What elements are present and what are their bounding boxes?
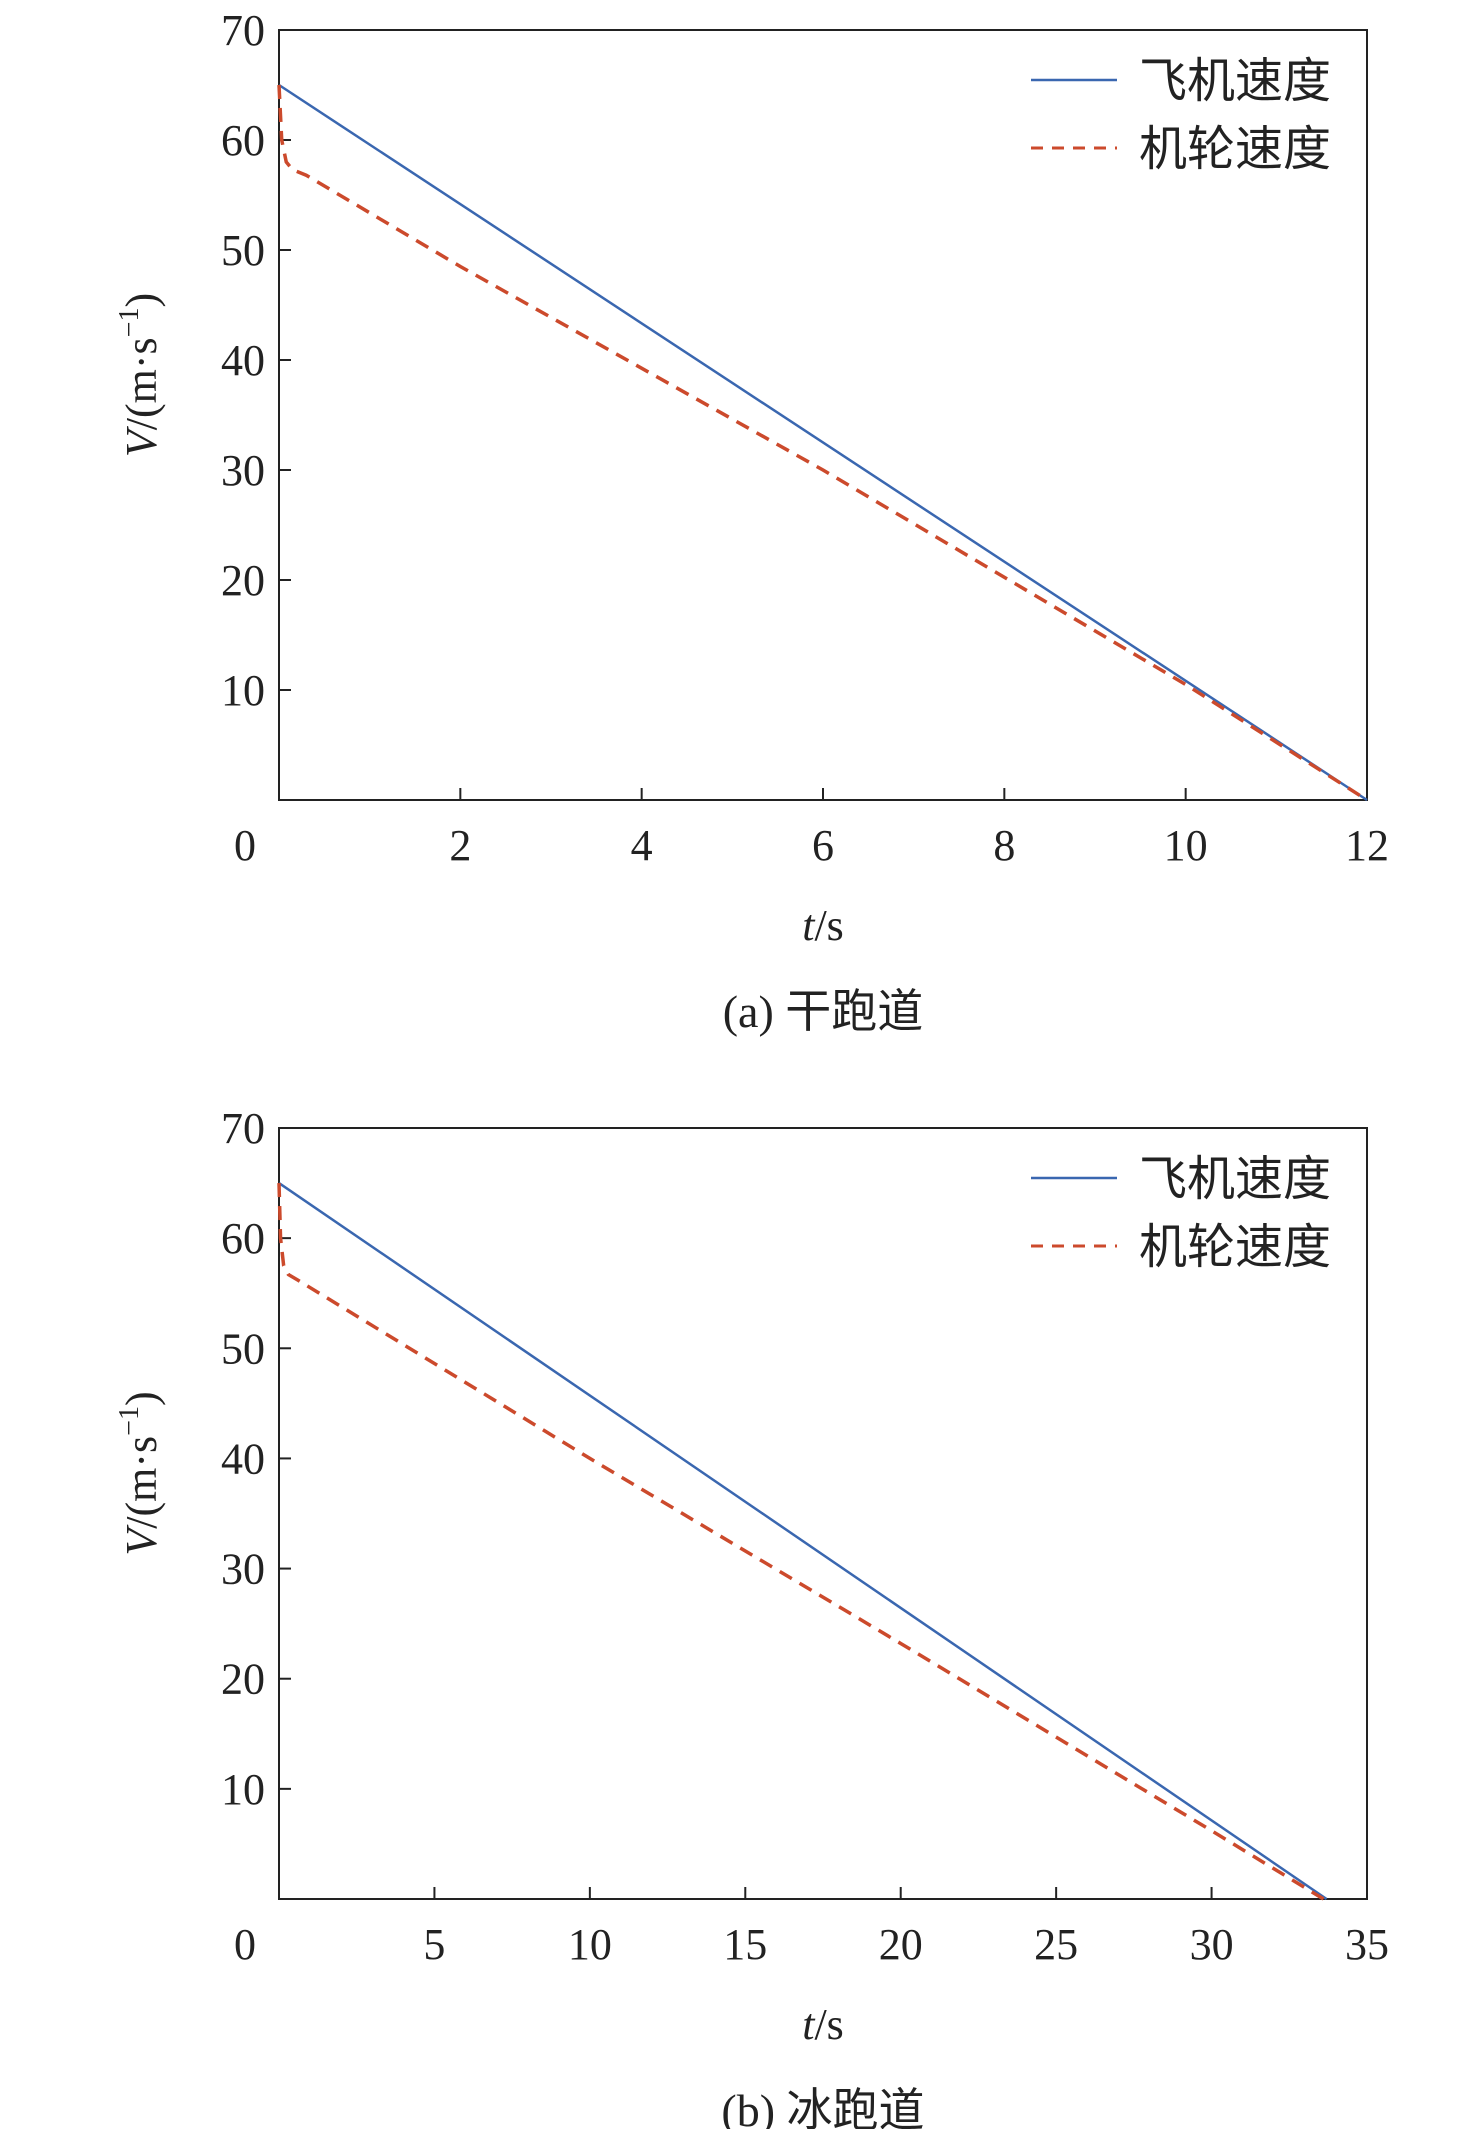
y-axis-label-unit: /(m·s	[117, 337, 166, 430]
y-axis-label: V/(m·s−1)	[114, 293, 166, 457]
x-tick-label: 30	[1190, 1920, 1234, 1969]
x-tick-label: 0	[234, 821, 256, 870]
y-tick-label: 70	[221, 6, 265, 55]
y-tick-label: 20	[221, 1655, 265, 1704]
x-axis-label: t/s	[802, 2000, 844, 2049]
y-axis-label-close: )	[117, 293, 166, 308]
x-tick-label: 4	[631, 821, 653, 870]
panel-b: 0 5 10 15 20 25 30 35 10 20 30 40 50 60 70 t/s V/(m·s−1)…	[114, 1104, 1389, 2129]
y-axis-label-sup: −1	[114, 1406, 145, 1436]
x-axis-label-unit: /s	[814, 2000, 843, 2049]
y-axis-label-var: V	[117, 1524, 166, 1556]
x-axis-label-var: t	[802, 901, 816, 950]
legend-label: 机轮速度	[1139, 123, 1331, 176]
y-axis-label-unit: /(m·s	[117, 1436, 166, 1529]
x-tick-label: 12	[1345, 821, 1389, 870]
y-axis-label: V/(m·s−1)	[114, 1391, 166, 1555]
x-axis-label-unit: /s	[814, 901, 843, 950]
y-tick-label: 50	[221, 1324, 265, 1373]
x-axis-label: t/s	[802, 901, 844, 950]
series-line-wheel-speed	[277, 1183, 1325, 1901]
y-tick-label: 10	[221, 666, 265, 715]
x-tick-label: 15	[723, 1920, 767, 1969]
legend-label: 飞机速度	[1139, 55, 1331, 108]
y-tick-label: 60	[221, 116, 265, 165]
series-line-aircraft-speed	[278, 83, 1368, 802]
x-tick-label: 35	[1345, 1920, 1389, 1969]
panel-caption: (a) 干跑道	[723, 986, 924, 1037]
x-tick-label: 5	[423, 1920, 445, 1969]
y-tick-label: 20	[221, 556, 265, 605]
y-axis-label-var: V	[117, 425, 166, 457]
series-line-aircraft-speed	[278, 1182, 1328, 1901]
x-tick-label: 2	[449, 821, 471, 870]
y-axis-label-close: )	[117, 1391, 166, 1406]
panel-a: 0 2 4 6 8 10 12 10 20 30 40 50 60 70 t/s V/(m·s−1) 飞机速度机…	[114, 6, 1389, 1037]
panel-caption: (b) 冰跑道	[721, 2085, 924, 2129]
x-tick-label: 8	[993, 821, 1015, 870]
y-tick-label: 40	[221, 336, 265, 385]
x-tick-label: 6	[812, 821, 834, 870]
x-tick-label: 10	[568, 1920, 612, 1969]
series-line-wheel-speed	[277, 84, 1368, 802]
y-tick-label: 30	[221, 446, 265, 495]
y-tick-label: 50	[221, 226, 265, 275]
x-tick-label: 10	[1164, 821, 1208, 870]
y-axis-label-sup: −1	[114, 308, 145, 338]
y-tick-label: 10	[221, 1765, 265, 1814]
x-tick-label: 20	[879, 1920, 923, 1969]
y-tick-label: 60	[221, 1214, 265, 1263]
y-tick-label: 40	[221, 1434, 265, 1483]
plot-frame	[278, 1127, 1368, 1900]
x-axis-label-var: t	[802, 2000, 816, 2049]
legend-label: 飞机速度	[1139, 1153, 1331, 1206]
y-tick-label: 70	[221, 1104, 265, 1153]
legend-label: 机轮速度	[1139, 1221, 1331, 1274]
x-tick-label: 0	[234, 1920, 256, 1969]
y-tick-label: 30	[221, 1545, 265, 1594]
x-tick-label: 25	[1034, 1920, 1078, 1969]
